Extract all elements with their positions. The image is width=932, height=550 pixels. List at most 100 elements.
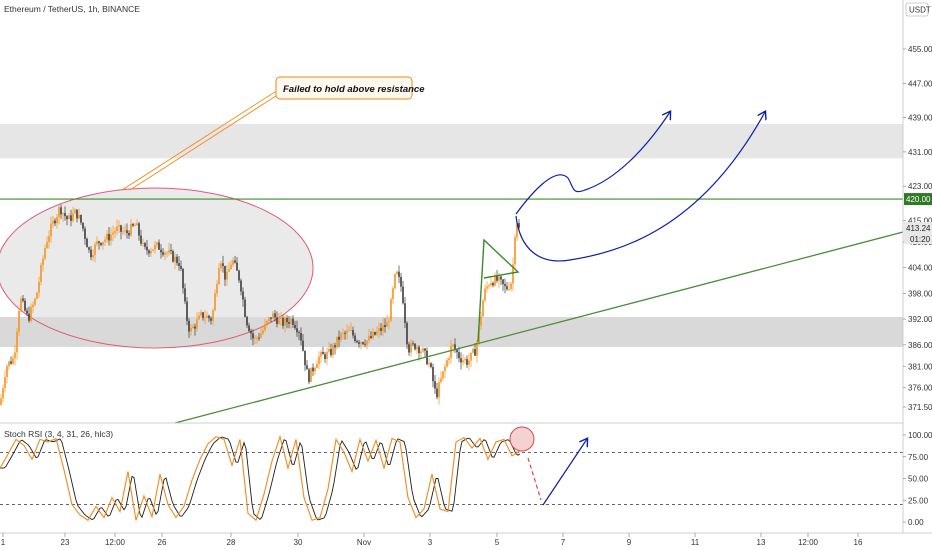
candle	[470, 352, 472, 361]
bull-flag-drawing	[477, 238, 520, 343]
candle	[412, 343, 414, 345]
candle	[382, 325, 384, 331]
candle	[300, 332, 302, 341]
candle	[328, 348, 330, 352]
candle	[272, 313, 274, 319]
candle	[390, 299, 392, 322]
candle	[220, 263, 222, 268]
candle	[266, 321, 268, 324]
candle	[94, 244, 96, 256]
candle	[368, 336, 370, 341]
candle	[476, 342, 478, 356]
candle	[40, 265, 42, 282]
candle	[26, 310, 28, 314]
stoch-projected-rise	[542, 439, 587, 506]
candle	[154, 244, 156, 250]
stoch-tick-label: 0.00	[908, 518, 924, 527]
stoch-tick-label: 50.00	[908, 475, 929, 484]
annotation-box[interactable]	[275, 76, 413, 100]
projection-path-high	[515, 112, 670, 215]
candle	[96, 241, 98, 245]
candle	[172, 251, 174, 262]
candle	[130, 224, 132, 236]
candle	[408, 344, 410, 353]
candle	[2, 388, 4, 399]
candle	[456, 349, 458, 353]
candle	[366, 340, 368, 345]
candle	[238, 270, 240, 281]
candle	[338, 336, 340, 340]
candle	[44, 248, 46, 259]
candle	[190, 328, 192, 332]
candle	[276, 317, 278, 325]
candle	[516, 223, 518, 238]
candle	[228, 269, 230, 272]
price-axis[interactable]	[903, 0, 932, 533]
candle	[4, 377, 6, 389]
indicator-title: Stoch RSI (3, 4, 31, 26, hlc3)	[4, 429, 113, 439]
candle	[74, 209, 76, 214]
candle	[492, 283, 494, 286]
candle	[440, 378, 442, 383]
time-axis-ticks[interactable]: 1 23 12:00 26 28 30 Nov 3 5 7 9 11 13 12:00 16	[1, 533, 863, 547]
candle	[222, 263, 224, 266]
currency-badge	[905, 2, 929, 17]
candle	[494, 275, 496, 286]
candle	[134, 225, 136, 227]
candle	[100, 242, 102, 245]
candle	[158, 242, 160, 250]
candle	[450, 345, 452, 359]
candle	[168, 250, 170, 253]
resistance-price-badge	[904, 193, 932, 206]
candle	[466, 359, 468, 365]
candle	[108, 233, 110, 241]
candle	[212, 310, 214, 321]
candle	[214, 293, 216, 311]
candle	[98, 241, 100, 243]
candle	[230, 264, 232, 270]
price-tick-label: 439.00	[908, 114, 932, 123]
candle	[128, 233, 130, 236]
candle	[24, 300, 26, 311]
candle	[326, 351, 328, 360]
price-tick-label: 431.00	[908, 148, 932, 157]
resistance-price-label: 420.00	[906, 195, 931, 204]
candle	[344, 332, 346, 334]
candle	[236, 262, 238, 271]
time-tick-label: 12:00	[105, 538, 126, 547]
candle	[270, 317, 272, 319]
time-tick-label: 12:00	[798, 538, 819, 547]
time-tick-label: Nov	[357, 538, 371, 547]
candle	[446, 360, 448, 367]
candle	[124, 230, 126, 232]
candle	[72, 213, 74, 221]
stoch-rsi-lines	[0, 434, 521, 522]
candle	[166, 252, 168, 254]
candle	[504, 284, 506, 287]
candle	[144, 243, 146, 247]
candle	[164, 252, 166, 255]
candle	[310, 367, 312, 382]
candle	[180, 266, 182, 269]
candle	[376, 331, 378, 335]
candle	[286, 317, 288, 323]
candle	[34, 298, 36, 305]
candle	[488, 285, 490, 287]
candle	[280, 317, 282, 319]
candle	[468, 360, 470, 365]
candle	[490, 283, 492, 286]
candle	[206, 315, 208, 318]
candle	[410, 343, 412, 353]
candle	[428, 363, 430, 365]
price-tick-label: 415.00	[908, 216, 932, 225]
candle	[182, 268, 184, 289]
price-tick-label: 423.00	[908, 182, 932, 191]
candle	[510, 283, 512, 289]
candle	[22, 298, 24, 301]
candle	[320, 351, 322, 357]
candle	[66, 216, 68, 220]
stoch-overbought-circle	[509, 426, 535, 452]
candle	[356, 340, 358, 343]
candle	[234, 260, 236, 263]
